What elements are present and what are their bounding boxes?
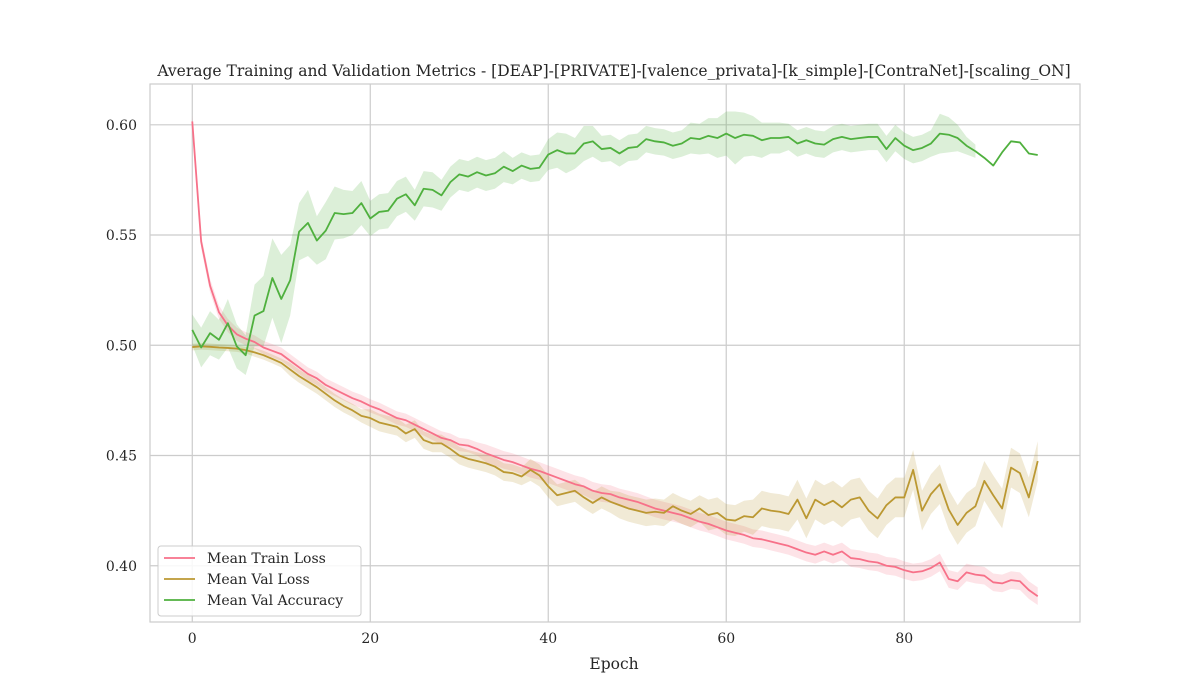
tick-labels: 0 20 40 60 80 0.40 0.45 0.50 0.55 0.60 — [106, 118, 913, 647]
x-tick-label: 20 — [361, 631, 379, 647]
confidence-bands — [192, 111, 1038, 606]
y-tick-label: 0.60 — [106, 118, 137, 134]
legend-label-val-loss: Mean Val Loss — [207, 572, 310, 588]
y-tick-label: 0.50 — [106, 338, 137, 354]
series-1-line — [192, 345, 1039, 526]
x-tick-label: 40 — [539, 631, 557, 647]
legend: Mean Train Loss Mean Val Loss Mean Val A… — [157, 545, 362, 617]
series-lines — [191, 121, 1039, 597]
x-tick-label: 60 — [717, 631, 735, 647]
y-tick-label: 0.45 — [106, 449, 137, 465]
legend-label-val-accuracy: Mean Val Accuracy — [207, 593, 343, 609]
series-0-line — [191, 121, 1039, 597]
plot-area — [149, 83, 1081, 623]
legend-label-train-loss: Mean Train Loss — [207, 551, 326, 567]
legend-box — [157, 545, 362, 617]
y-tick-label: 0.55 — [106, 228, 137, 244]
series-2-band — [192, 111, 976, 376]
x-tick-label: 0 — [188, 631, 197, 647]
y-tick-label: 0.40 — [106, 559, 137, 575]
series-1-band — [192, 343, 1038, 545]
x-axis-label: Epoch — [589, 655, 638, 673]
chart-title: Average Training and Validation Metrics … — [156, 62, 1070, 80]
series-2-line — [191, 132, 1038, 357]
x-tick-label: 80 — [895, 631, 913, 647]
